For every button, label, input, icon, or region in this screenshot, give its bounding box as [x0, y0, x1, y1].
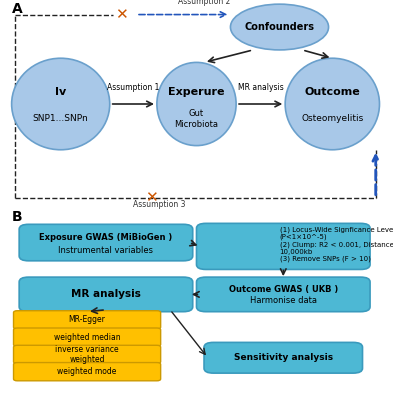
- Text: Instrumental variables: Instrumental variables: [59, 246, 153, 255]
- Text: Exposure GWAS (MiBioGen ): Exposure GWAS (MiBioGen ): [39, 233, 173, 242]
- Text: Experure: Experure: [168, 86, 225, 96]
- Text: MR analysis: MR analysis: [238, 82, 283, 92]
- Text: Harmonise data: Harmonise data: [250, 296, 317, 305]
- FancyBboxPatch shape: [204, 342, 362, 373]
- Text: MR-Egger: MR-Egger: [69, 315, 106, 324]
- Ellipse shape: [230, 4, 329, 50]
- Text: Outcome: Outcome: [305, 86, 360, 96]
- Text: Assumption 1: Assumption 1: [107, 82, 160, 92]
- FancyBboxPatch shape: [196, 223, 370, 270]
- FancyBboxPatch shape: [19, 224, 193, 261]
- Text: (1) Locus-Wide Signficance Level:
(P<1×10^-5)
(2) Clump: R2 < 0.001, Distance =
: (1) Locus-Wide Signficance Level: (P<1×1…: [279, 226, 393, 262]
- Text: Outcome GWAS ( UKB ): Outcome GWAS ( UKB ): [229, 285, 338, 294]
- Text: Sensitivity analysis: Sensitivity analysis: [234, 353, 333, 362]
- Text: ✕: ✕: [145, 190, 158, 205]
- Text: A: A: [12, 2, 22, 16]
- Ellipse shape: [12, 58, 110, 150]
- Text: Iv: Iv: [55, 86, 66, 96]
- FancyBboxPatch shape: [13, 345, 161, 364]
- Text: MR analysis: MR analysis: [71, 290, 141, 299]
- FancyBboxPatch shape: [13, 311, 161, 329]
- FancyBboxPatch shape: [19, 277, 193, 312]
- Text: weighted median: weighted median: [54, 333, 120, 342]
- FancyBboxPatch shape: [13, 362, 161, 381]
- Text: B: B: [12, 210, 22, 224]
- Text: Assumption 2: Assumption 2: [178, 0, 230, 6]
- Text: Gut
Microbiota: Gut Microbiota: [174, 108, 219, 129]
- FancyBboxPatch shape: [13, 328, 161, 346]
- Text: Assumption 3: Assumption 3: [132, 200, 185, 209]
- Text: weighted mode: weighted mode: [57, 367, 117, 376]
- Text: SNP1...SNPn: SNP1...SNPn: [33, 114, 88, 123]
- Text: inverse variance
weighted: inverse variance weighted: [55, 345, 119, 364]
- Text: Osteomyelitis: Osteomyelitis: [301, 114, 364, 123]
- Text: ✕: ✕: [115, 7, 127, 22]
- Ellipse shape: [285, 58, 380, 150]
- Ellipse shape: [157, 62, 236, 146]
- Text: Confounders: Confounders: [244, 22, 314, 32]
- FancyBboxPatch shape: [196, 277, 370, 312]
